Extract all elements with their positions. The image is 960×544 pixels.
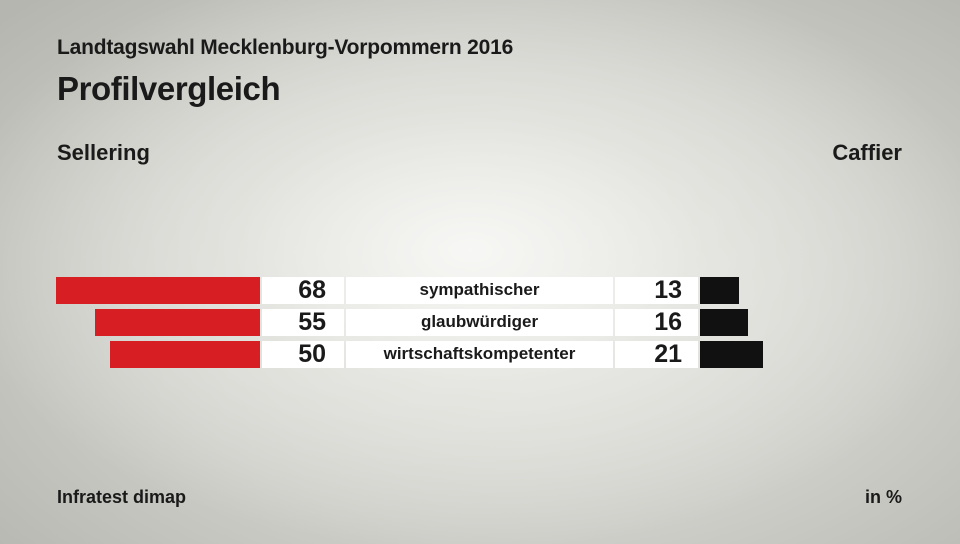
source-label: Infratest dimap — [57, 487, 187, 507]
left-bar — [56, 277, 260, 304]
left-value-cell — [262, 309, 344, 336]
right-bar — [700, 277, 739, 304]
left-value-label: 68 — [298, 276, 326, 304]
unit-label: in % — [864, 487, 902, 507]
category-label: glaubwürdiger — [421, 312, 539, 331]
right-value-label: 16 — [654, 308, 682, 336]
left-bar — [110, 341, 260, 368]
right-bar — [700, 341, 763, 368]
right-value-cell — [615, 277, 698, 304]
category-label-cell — [346, 309, 613, 336]
left-value-cell — [262, 341, 344, 368]
left-bar — [95, 309, 260, 336]
right-value-label: 13 — [654, 276, 682, 304]
right-value-cell — [615, 341, 698, 368]
left-value-label: 55 — [298, 308, 326, 336]
left-series-name: Sellering — [57, 140, 150, 165]
category-label: wirtschaftskompetenter — [383, 344, 576, 363]
left-value-cell — [262, 277, 344, 304]
category-label-cell — [346, 341, 613, 368]
right-bar — [700, 309, 748, 336]
category-label-cell — [346, 277, 613, 304]
right-series-name: Caffier — [832, 140, 902, 165]
chart-title: Profilvergleich — [57, 70, 281, 107]
chart-subtitle: Landtagswahl Mecklenburg-Vorpommern 2016 — [57, 36, 514, 59]
right-value-cell — [615, 309, 698, 336]
right-value-label: 21 — [654, 340, 682, 368]
category-label: sympathischer — [420, 280, 540, 299]
left-value-label: 50 — [298, 340, 326, 368]
